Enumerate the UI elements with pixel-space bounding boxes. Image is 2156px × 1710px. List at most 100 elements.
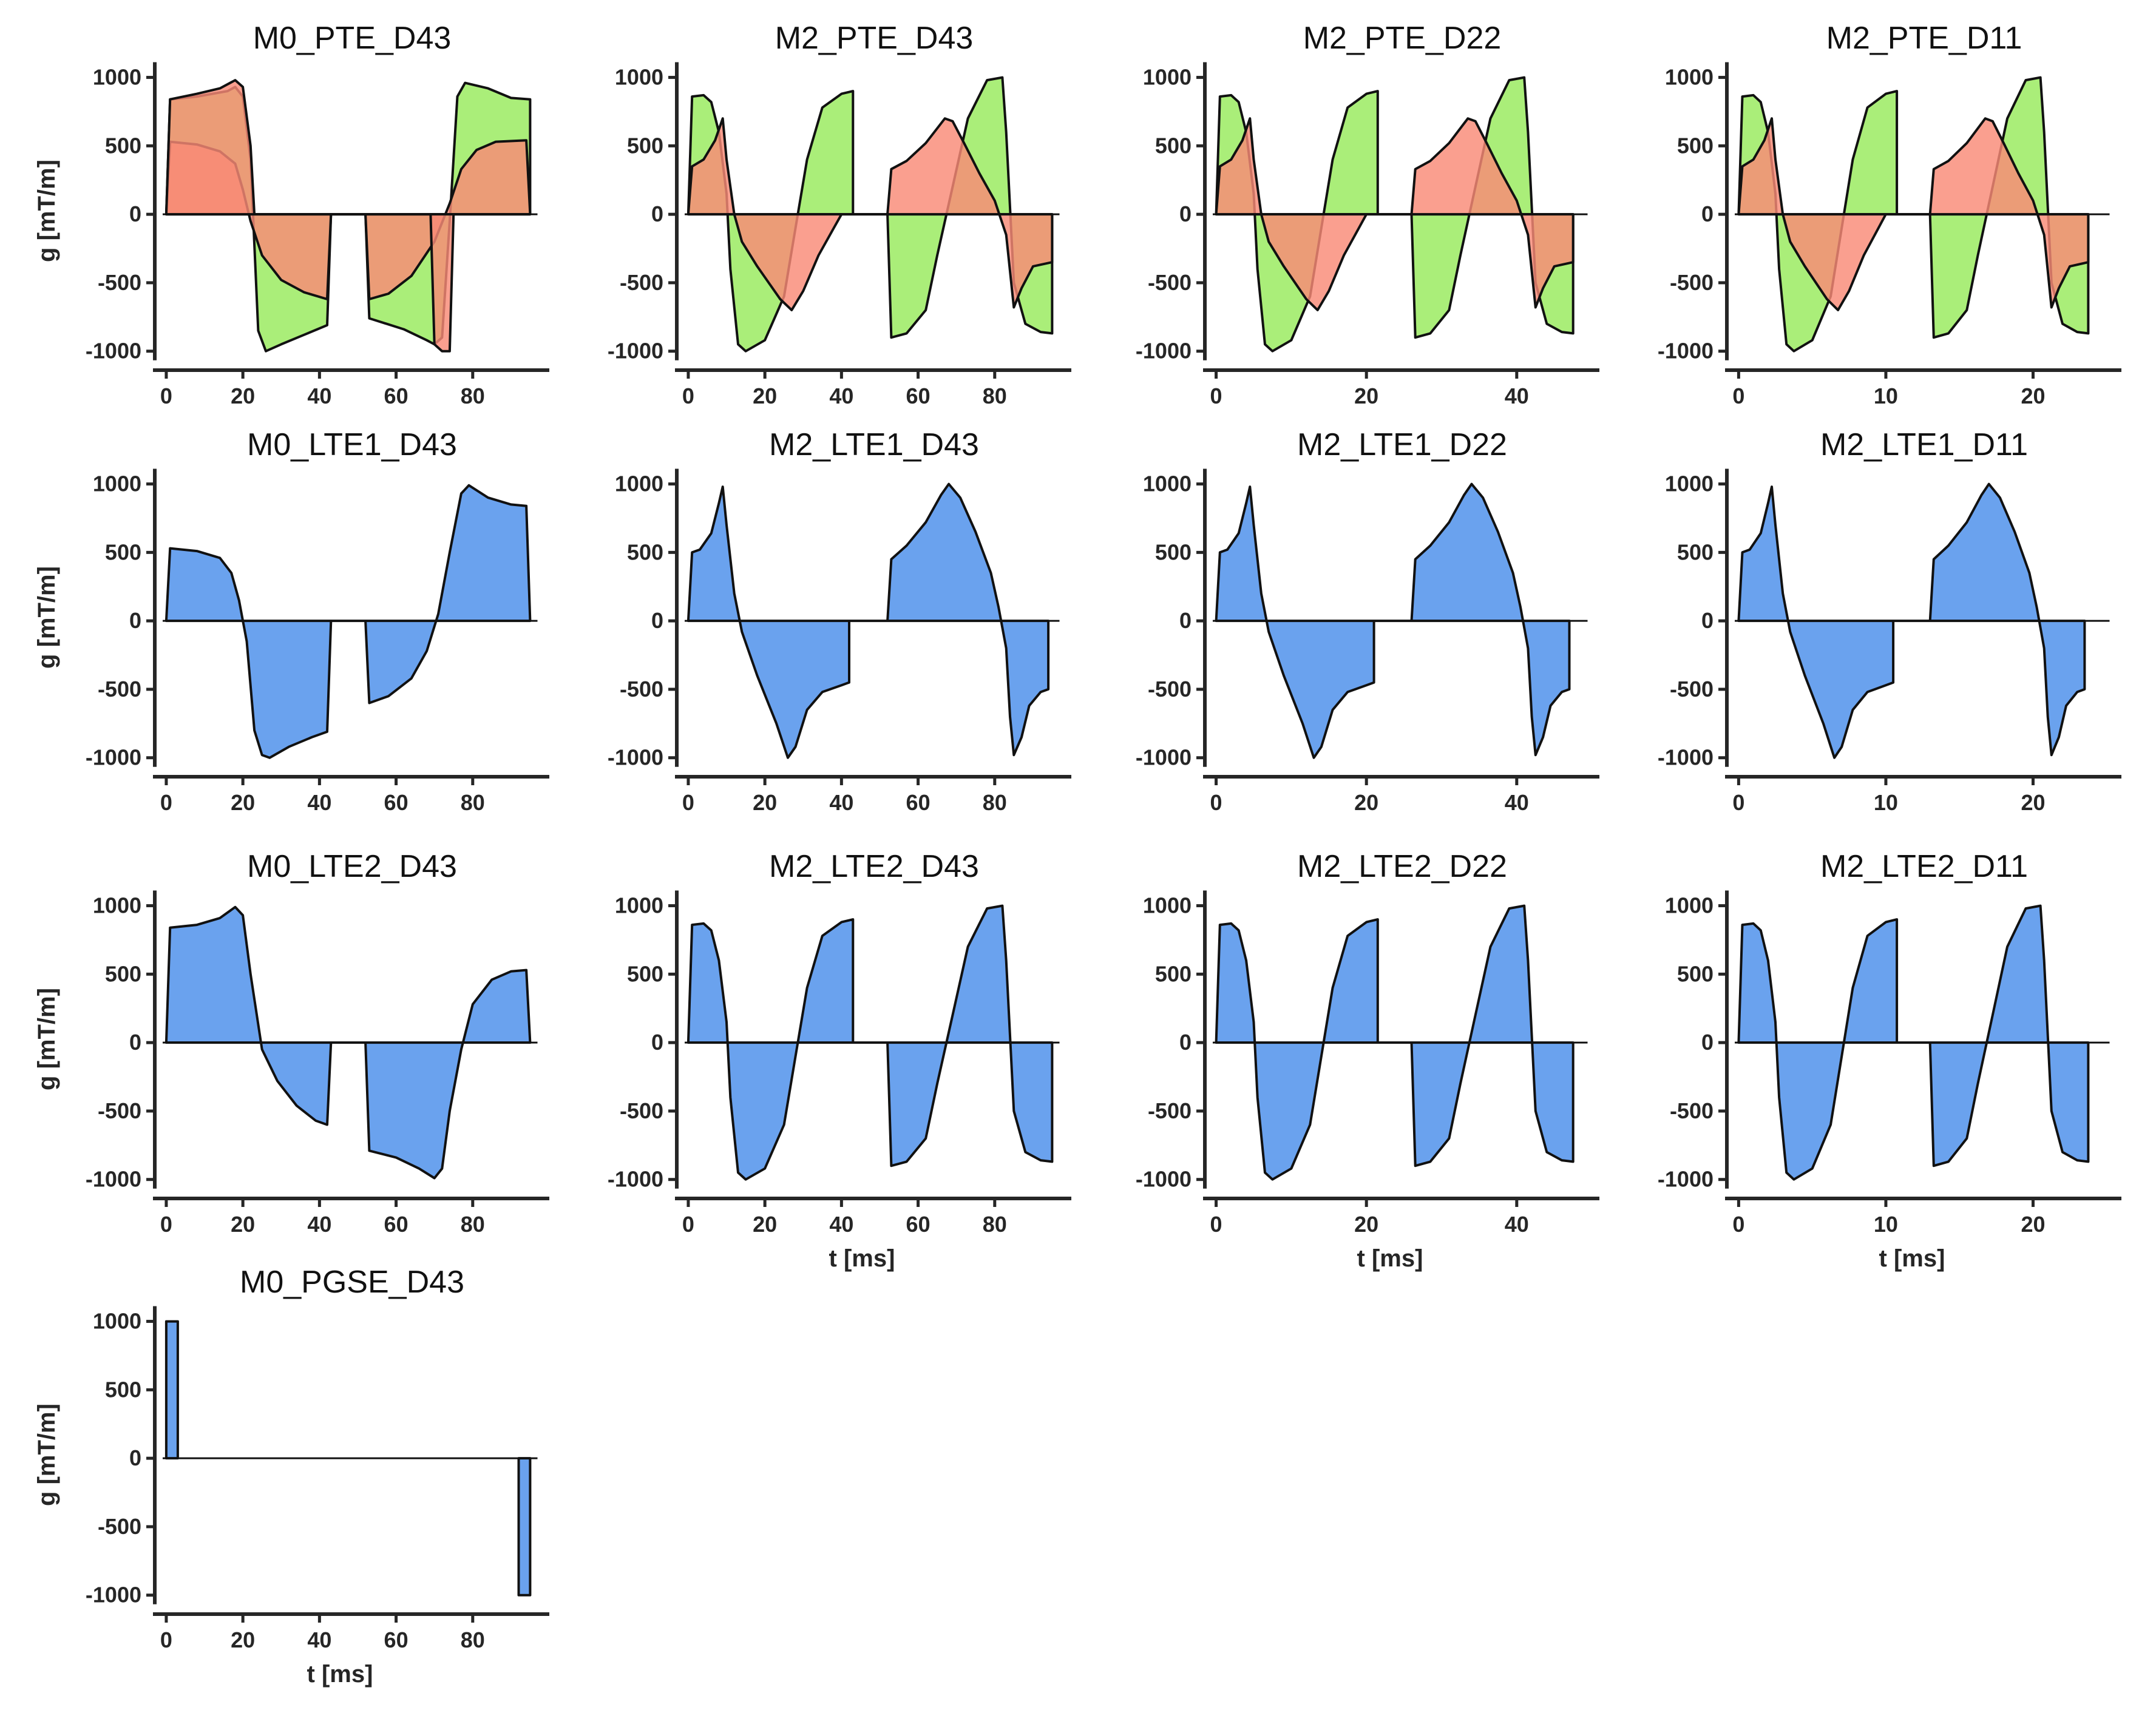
- x-tick-label: 20: [231, 790, 255, 815]
- y-tick-label: -500: [1148, 270, 1192, 295]
- y-tick-label: -1000: [86, 339, 141, 363]
- y-tick-label: 1000: [93, 65, 141, 90]
- y-axis-title: g [mT/m]: [33, 1404, 60, 1506]
- x-tick-label: 60: [906, 790, 931, 815]
- y-tick-label: -1000: [1136, 339, 1192, 363]
- x-tick-label: 60: [384, 790, 408, 815]
- y-tick-label: -500: [620, 270, 663, 295]
- x-tick-label: 60: [906, 384, 931, 408]
- panel-title: M2_PTE_D11: [1826, 21, 2022, 56]
- y-tick-label: 1000: [1665, 65, 1714, 90]
- y-tick-label: 1000: [1665, 893, 1714, 918]
- y-tick-label: 1000: [93, 893, 141, 918]
- y-tick-label: 500: [105, 961, 141, 986]
- x-tick-label: 0: [682, 1212, 694, 1237]
- y-tick-label: -500: [1670, 677, 1714, 701]
- y-tick-label: 0: [129, 608, 141, 633]
- panel-M0_PGSE_D43: M0_PGSE_D43 1000 500 0 -500 -1000 0 20 40 60 80 g […: [33, 1265, 549, 1688]
- y-tick-label: 0: [651, 201, 663, 226]
- y-tick-label: -500: [1148, 677, 1192, 701]
- y-tick-label: -1000: [1658, 745, 1714, 770]
- x-tick-label: 20: [231, 1627, 255, 1652]
- y-tick-label: -1000: [608, 339, 663, 363]
- waveform-blue-0: [164, 1320, 179, 1460]
- y-tick-label: 1000: [615, 65, 663, 90]
- y-tick-label: 0: [129, 1030, 141, 1055]
- y-tick-label: -500: [620, 1098, 663, 1123]
- x-tick-label: 10: [1874, 1212, 1898, 1237]
- panel-title: M0_LTE1_D43: [247, 427, 457, 462]
- y-tick-label: 0: [651, 608, 663, 633]
- x-tick-label: 40: [829, 384, 853, 408]
- panel-title: M2_LTE1_D22: [1297, 427, 1507, 462]
- x-tick-label: 10: [1874, 790, 1898, 815]
- panel-title: M2_LTE2_D43: [769, 849, 979, 884]
- x-tick-label: 60: [384, 384, 408, 408]
- panel-title: M2_LTE2_D11: [1820, 849, 2028, 884]
- y-axis-title: g [mT/m]: [33, 566, 60, 669]
- panel-M2_LTE2_D11: M2_LTE2_D11 1000 500 0 -500 -1000 0 10 20 t [ms]: [1658, 849, 2121, 1272]
- x-tick-label: 0: [1210, 790, 1222, 815]
- y-tick-label: -500: [1148, 1098, 1192, 1123]
- y-tick-label: 500: [1677, 539, 1714, 564]
- x-tick-label: 0: [160, 790, 172, 815]
- y-tick-label: 500: [1155, 539, 1192, 564]
- y-tick-label: -500: [620, 677, 663, 701]
- panel-M0_LTE1_D43: M0_LTE1_D43 1000 500 0 -500 -1000 0 20 40 60 80 g […: [33, 427, 549, 815]
- y-tick-label: -500: [98, 270, 141, 295]
- y-tick-label: -1000: [86, 745, 141, 770]
- x-tick-label: 0: [1732, 790, 1744, 815]
- y-tick-label: 0: [1701, 608, 1714, 633]
- y-tick-label: -500: [98, 677, 141, 701]
- x-tick-label: 40: [307, 1627, 331, 1652]
- x-tick-label: 20: [231, 384, 255, 408]
- x-tick-label: 40: [1505, 384, 1529, 408]
- y-tick-label: 1000: [615, 893, 663, 918]
- x-tick-label: 40: [829, 1212, 853, 1237]
- panel-title: M2_LTE2_D22: [1297, 849, 1507, 884]
- x-tick-label: 20: [2021, 790, 2045, 815]
- panel-title: M0_LTE2_D43: [247, 849, 457, 884]
- y-tick-label: -500: [1670, 1098, 1714, 1123]
- x-tick-label: 0: [1732, 1212, 1744, 1237]
- y-tick-label: 1000: [1143, 471, 1192, 496]
- y-tick-label: 500: [105, 1377, 141, 1402]
- panel-M2_LTE1_D11: M2_LTE1_D11 1000 500 0 -500 -1000 0 10 20: [1658, 427, 2121, 815]
- x-tick-label: 80: [461, 1627, 485, 1652]
- y-tick-label: 1000: [615, 471, 663, 496]
- x-tick-label: 10: [1874, 384, 1898, 408]
- panel-title: M2_LTE1_D43: [769, 427, 979, 462]
- x-tick-label: 60: [384, 1627, 408, 1652]
- x-axis-title: t [ms]: [1879, 1245, 1945, 1272]
- x-tick-label: 80: [983, 384, 1007, 408]
- y-tick-label: 1000: [1143, 65, 1192, 90]
- y-tick-label: 0: [1179, 608, 1192, 633]
- panel-M2_PTE_D43: M2_PTE_D43 1000 500 0 -500 -1000 0 20 40 60 80: [608, 21, 1071, 408]
- y-tick-label: -1000: [1658, 339, 1714, 363]
- y-tick-label: 0: [129, 1445, 141, 1470]
- x-tick-label: 20: [753, 384, 777, 408]
- y-tick-label: 0: [1179, 201, 1192, 226]
- y-tick-label: -500: [98, 1514, 141, 1539]
- panel-title: M0_PGSE_D43: [240, 1265, 464, 1300]
- x-tick-label: 60: [906, 1212, 931, 1237]
- panel-M2_PTE_D22: M2_PTE_D22 1000 500 0 -500 -1000 0 20 40: [1136, 21, 1599, 408]
- panel-M2_LTE2_D43: M2_LTE2_D43 1000 500 0 -500 -1000 0 20 40 60 80 t […: [608, 849, 1071, 1272]
- y-tick-label: 0: [1701, 1030, 1714, 1055]
- panel-M2_LTE2_D22: M2_LTE2_D22 1000 500 0 -500 -1000 0 20 40 t [ms]: [1136, 849, 1599, 1272]
- x-tick-label: 20: [1354, 1212, 1378, 1237]
- x-tick-label: 20: [753, 1212, 777, 1237]
- x-tick-label: 40: [829, 790, 853, 815]
- y-tick-label: -1000: [86, 1583, 141, 1607]
- x-tick-label: 0: [160, 1627, 172, 1652]
- y-tick-label: 500: [1155, 133, 1192, 158]
- x-tick-label: 80: [461, 1212, 485, 1237]
- y-tick-label: -500: [1670, 270, 1714, 295]
- x-tick-label: 20: [1354, 384, 1378, 408]
- y-tick-label: 0: [651, 1030, 663, 1055]
- y-tick-label: 500: [627, 961, 663, 986]
- x-tick-label: 0: [1732, 384, 1744, 408]
- panel-M2_LTE1_D22: M2_LTE1_D22 1000 500 0 -500 -1000 0 20 40: [1136, 427, 1599, 815]
- panel-M0_PTE_D43: M0_PTE_D43 1000 500 0 -500 -1000 0 20 40 60 80 g [m…: [33, 21, 549, 408]
